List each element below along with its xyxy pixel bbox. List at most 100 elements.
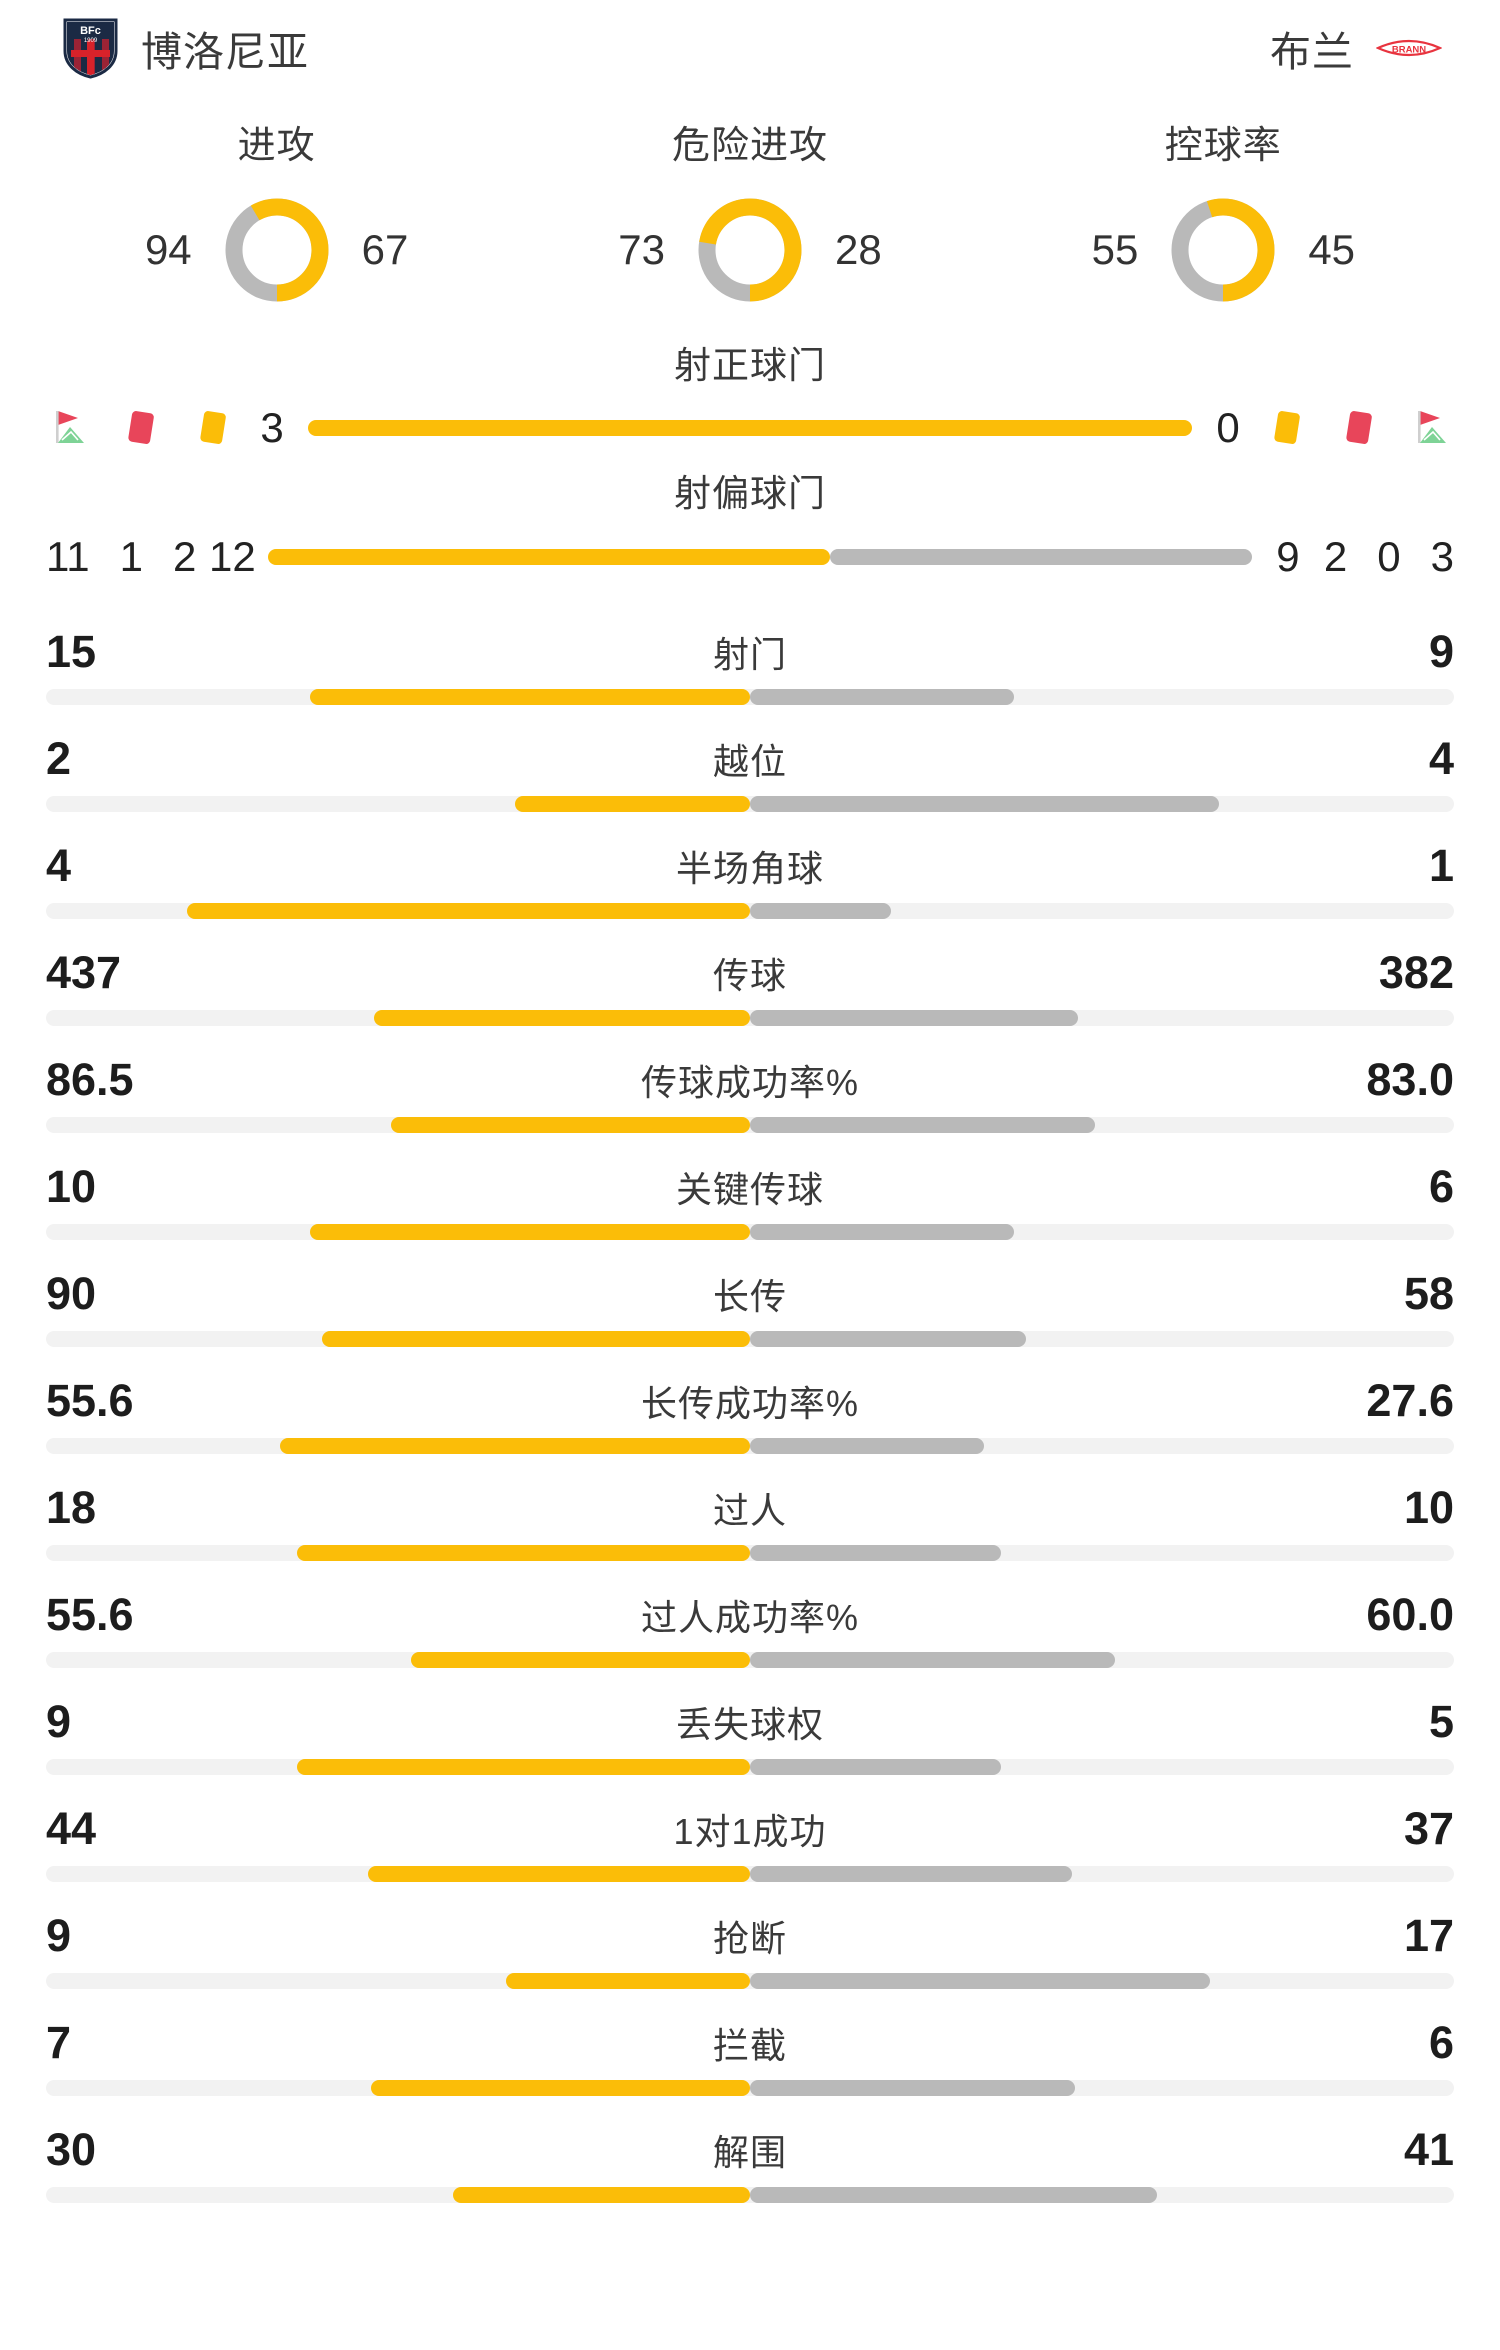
stat-bar xyxy=(46,902,1454,919)
stat-away-value: 4 xyxy=(1428,732,1454,784)
stat-home-value: 86.5 xyxy=(46,1053,134,1105)
shots-off-target-bar-away xyxy=(829,549,1252,565)
stat-bar xyxy=(46,1116,1454,1133)
stat-bar-away xyxy=(750,2186,1157,2203)
stat-away-value: 41 xyxy=(1403,2123,1454,2175)
stat-label: 拦截 xyxy=(712,2024,787,2066)
shots-on-target-bar-home xyxy=(308,420,1192,436)
away-red-card-count: 0 xyxy=(1377,533,1401,580)
stat-row: 55.6 长传成功率% 27.6 xyxy=(0,1358,1500,1465)
stat-away-value: 382 xyxy=(1378,946,1454,998)
stat-bar-away xyxy=(750,1544,1002,1561)
stat-bar-home xyxy=(310,688,750,705)
svg-text:1909: 1909 xyxy=(84,38,98,44)
away-team-name: 布兰 xyxy=(1270,29,1354,75)
donut-chart xyxy=(695,195,805,305)
stat-home-value: 10 xyxy=(46,1160,97,1212)
stat-label: 丢失球权 xyxy=(675,1703,824,1745)
brann-crest-icon: BRANN xyxy=(1375,33,1443,63)
stat-row: 15 射门 9 xyxy=(0,609,1500,716)
stat-home-value: 90 xyxy=(46,1267,97,1319)
stat-bar-home xyxy=(411,1651,750,1668)
stat-away-value: 6 xyxy=(1428,2016,1454,2068)
red-card-icon xyxy=(1336,405,1382,451)
donut-home-value: 94 xyxy=(144,226,192,273)
stat-bar-away xyxy=(750,1009,1079,1026)
stat-bar xyxy=(46,1330,1454,1347)
stat-bar xyxy=(46,795,1454,812)
stat-bar xyxy=(46,1009,1454,1026)
stat-bar-away xyxy=(750,1437,984,1454)
stat-bar xyxy=(46,2186,1454,2203)
stat-bar-home xyxy=(370,2079,750,2096)
stat-label: 越位 xyxy=(712,740,787,782)
shots-on-target-label: 射正球门 xyxy=(674,345,826,386)
stat-bar-home xyxy=(506,1972,750,1989)
shots-off-target-row: 11 1 2 12 9 2 0 3 xyxy=(0,521,1500,593)
stat-bar-home xyxy=(515,795,750,812)
stat-away-value: 6 xyxy=(1428,1160,1454,1212)
stat-home-value: 30 xyxy=(46,2123,97,2175)
away-icon-values: 2 0 3 xyxy=(1324,533,1454,581)
stat-bar-away xyxy=(750,688,1014,705)
svg-text:BFc: BFc xyxy=(80,25,101,37)
stat-bar-away xyxy=(750,1223,1014,1240)
donut-chart xyxy=(1168,195,1278,305)
stat-row: 90 长传 58 xyxy=(0,1251,1500,1358)
stat-bar-away xyxy=(750,1865,1072,1882)
stat-home-value: 437 xyxy=(46,946,122,998)
donut-away-value: 28 xyxy=(834,226,882,273)
stat-away-value: 9 xyxy=(1428,625,1454,677)
shots-section: 射正球门 3 xyxy=(0,335,1500,593)
stat-bar-home xyxy=(186,902,750,919)
stat-label: 传球成功率% xyxy=(640,1061,859,1103)
donut-chart xyxy=(222,195,332,305)
shots-off-target-bar xyxy=(268,549,1252,565)
stat-label: 传球 xyxy=(712,954,787,996)
stat-home-value: 4 xyxy=(46,839,72,891)
shots-on-target-away: 0 xyxy=(1216,404,1240,451)
stat-bar xyxy=(46,1865,1454,1882)
stat-away-value: 10 xyxy=(1403,1481,1454,1533)
stat-row: 4 半场角球 1 xyxy=(0,823,1500,930)
stat-bar-away xyxy=(750,795,1220,812)
stat-bar-home xyxy=(367,1865,750,1882)
stat-away-value: 27.6 xyxy=(1366,1374,1454,1426)
shots-off-target-bar-home xyxy=(268,549,830,565)
stat-label: 长传成功率% xyxy=(640,1382,859,1424)
stat-home-value: 55.6 xyxy=(46,1374,134,1426)
stat-label: 射门 xyxy=(712,633,787,675)
stat-home-value: 18 xyxy=(46,1481,97,1533)
stat-row: 9 抢断 17 xyxy=(0,1893,1500,2000)
donut-away-value: 45 xyxy=(1308,226,1356,273)
match-header: BFc 1909 博洛尼亚 布兰 BRANN xyxy=(0,0,1500,96)
shots-on-target-bar xyxy=(308,420,1192,436)
stat-home-value: 15 xyxy=(46,625,97,677)
red-card-icon xyxy=(118,405,164,451)
yellow-card-icon xyxy=(1264,405,1310,451)
stat-row: 2 越位 4 xyxy=(0,716,1500,823)
donut-stats-section: 进攻 94 67 危险进攻 73 28 控球率 xyxy=(0,96,1500,305)
home-team-name: 博洛尼亚 xyxy=(141,29,309,75)
stat-bar-home xyxy=(310,1223,750,1240)
stat-label: 抢断 xyxy=(712,1917,787,1959)
home-yellow-card-count: 2 xyxy=(172,533,197,580)
stat-row: 55.6 过人成功率% 60.0 xyxy=(0,1572,1500,1679)
stat-label: 半场角球 xyxy=(675,847,824,889)
stat-bar-away xyxy=(750,1758,1002,1775)
stat-away-value: 60.0 xyxy=(1366,1588,1454,1640)
stat-bar xyxy=(46,1972,1454,1989)
stat-row: 30 解围 41 xyxy=(0,2107,1500,2214)
stat-bar xyxy=(46,1223,1454,1240)
stat-row: 18 过人 10 xyxy=(0,1465,1500,1572)
stat-row: 86.5 传球成功率% 83.0 xyxy=(0,1037,1500,1144)
stat-bar-away xyxy=(750,1330,1026,1347)
stat-bar-away xyxy=(750,1972,1211,1989)
stat-bar-home xyxy=(297,1544,750,1561)
stat-bar-home xyxy=(390,1116,750,1133)
home-corner-count: 11 xyxy=(46,533,90,580)
stat-bar-away xyxy=(750,1116,1095,1133)
donut-block-attack: 进攻 94 67 xyxy=(57,114,497,305)
stat-row: 7 拦截 6 xyxy=(0,2000,1500,2107)
stat-home-value: 2 xyxy=(46,732,72,784)
